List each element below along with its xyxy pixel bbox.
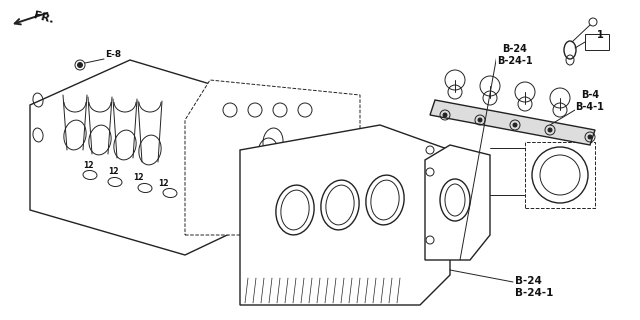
Circle shape: [588, 135, 592, 139]
Text: 12: 12: [83, 161, 93, 170]
Text: B-4
B-4-1: B-4 B-4-1: [575, 91, 604, 112]
Text: 1: 1: [596, 30, 604, 40]
Text: B-24
B-24-1: B-24 B-24-1: [497, 44, 533, 66]
Circle shape: [513, 123, 517, 127]
Text: 12: 12: [132, 173, 143, 182]
Circle shape: [77, 62, 83, 68]
Text: 12: 12: [108, 167, 118, 176]
Polygon shape: [30, 60, 280, 255]
Polygon shape: [240, 125, 450, 305]
Circle shape: [478, 118, 482, 122]
Circle shape: [443, 113, 447, 117]
Text: 12: 12: [157, 179, 168, 188]
Text: B-24
B-24-1: B-24 B-24-1: [515, 276, 554, 298]
Polygon shape: [430, 100, 595, 145]
Bar: [525, 142, 595, 208]
Polygon shape: [425, 145, 490, 260]
Circle shape: [548, 128, 552, 132]
Text: FR.: FR.: [32, 11, 54, 26]
Text: E-8: E-8: [105, 50, 121, 59]
Bar: [585, 34, 609, 50]
Polygon shape: [185, 80, 360, 235]
